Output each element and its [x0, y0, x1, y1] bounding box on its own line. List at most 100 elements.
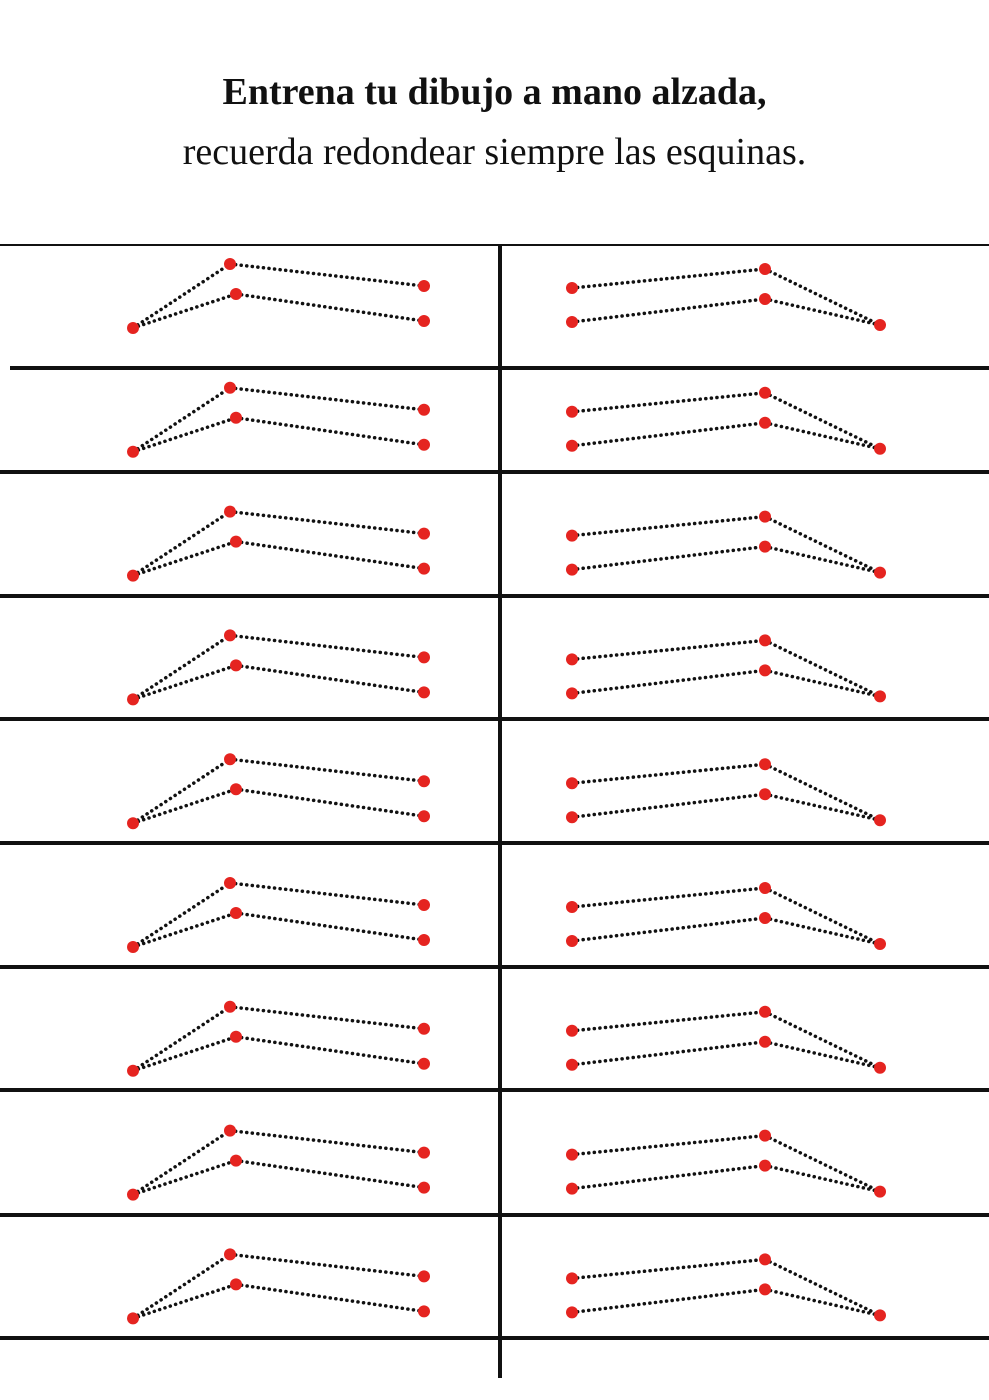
red-point — [224, 1248, 236, 1261]
dotted-guide — [763, 1257, 882, 1318]
red-point — [759, 1159, 771, 1172]
dotted-guide — [234, 292, 426, 323]
dotted-guide — [570, 297, 767, 324]
dotted-guide — [131, 881, 232, 949]
red-point — [759, 386, 771, 399]
red-point — [230, 1278, 242, 1291]
red-point — [566, 901, 578, 913]
dotted-guide — [234, 1158, 426, 1190]
dotted-guide — [763, 792, 882, 822]
red-point — [566, 405, 578, 418]
dotted-guide — [228, 633, 426, 660]
dotted-guide — [763, 1040, 882, 1070]
red-point — [230, 411, 242, 424]
red-point — [224, 505, 236, 518]
red-point — [874, 566, 886, 579]
red-point — [874, 319, 886, 331]
red-point — [224, 258, 236, 270]
red-point — [759, 634, 771, 647]
dotted-guide — [228, 386, 426, 412]
dotted-guide — [234, 1282, 426, 1314]
red-point — [566, 777, 578, 790]
dotted-guide — [228, 881, 426, 907]
dotted-guide — [763, 638, 882, 699]
red-point — [230, 535, 242, 548]
dotted-guide — [570, 668, 767, 696]
dotted-guide — [228, 509, 426, 536]
red-point — [566, 529, 578, 542]
red-point — [759, 1005, 771, 1018]
red-point — [874, 690, 886, 703]
red-point — [224, 1000, 236, 1013]
red-point — [418, 562, 430, 575]
red-point — [127, 1188, 139, 1201]
red-point — [418, 438, 430, 451]
dotted-guide — [763, 916, 882, 946]
dotted-guide — [570, 1133, 767, 1157]
red-point — [418, 651, 430, 664]
red-point — [418, 899, 430, 911]
red-point — [874, 938, 886, 950]
dotted-guide — [570, 1287, 767, 1315]
red-point — [566, 1024, 578, 1037]
red-point — [224, 753, 236, 766]
dotted-guide — [763, 421, 882, 451]
dotted-guide — [234, 787, 426, 818]
red-point — [874, 442, 886, 455]
red-point — [418, 1022, 430, 1035]
dotted-guide — [228, 757, 426, 783]
red-point — [418, 1146, 430, 1159]
dotted-guide — [131, 416, 238, 454]
red-point — [418, 1270, 430, 1283]
red-point — [759, 416, 771, 429]
dotted-guide — [570, 762, 767, 785]
dotted-guide — [228, 1128, 426, 1155]
red-point — [127, 1312, 139, 1325]
red-point — [418, 527, 430, 540]
dotted-guide — [131, 633, 232, 702]
dotted-guide — [131, 911, 238, 949]
red-point — [230, 783, 242, 796]
red-point — [418, 810, 430, 823]
red-point — [759, 540, 771, 553]
red-point — [127, 1064, 139, 1077]
red-point — [127, 693, 139, 706]
dotted-guide — [234, 539, 426, 571]
red-point — [566, 316, 578, 328]
dotted-guide — [228, 262, 426, 288]
red-point — [230, 1030, 242, 1043]
red-point — [874, 1061, 886, 1074]
red-point — [759, 882, 771, 894]
red-point — [127, 322, 139, 334]
dotted-guide — [570, 1163, 767, 1191]
dotted-guide — [570, 1040, 767, 1067]
header: Entrena tu dibujo a mano alzada, recuerd… — [0, 62, 989, 182]
dotted-guide — [131, 1158, 238, 1197]
dotted-guide — [570, 916, 767, 943]
red-point — [759, 664, 771, 677]
red-point — [566, 1148, 578, 1161]
red-point — [127, 445, 139, 458]
dotted-guide — [570, 514, 767, 538]
dotted-guide — [131, 386, 232, 454]
red-point — [224, 629, 236, 642]
dotted-guide — [131, 509, 232, 578]
dotted-guide — [234, 1035, 426, 1066]
red-point — [127, 817, 139, 830]
dotted-guide — [131, 539, 238, 578]
red-point — [566, 653, 578, 666]
red-point — [224, 1124, 236, 1137]
dotted-guide — [763, 1163, 882, 1194]
red-point — [759, 788, 771, 801]
dotted-guide — [131, 1282, 238, 1321]
dotted-guide — [234, 416, 426, 447]
dotted-guide — [228, 1252, 426, 1279]
title: Entrena tu dibujo a mano alzada, — [222, 71, 767, 113]
red-point — [874, 1185, 886, 1198]
red-point — [418, 315, 430, 327]
dotted-guide — [570, 1010, 767, 1033]
dotted-guide — [131, 757, 232, 825]
dotted-guide — [763, 886, 882, 946]
dotted-guide — [763, 1010, 882, 1070]
red-point — [230, 659, 242, 672]
